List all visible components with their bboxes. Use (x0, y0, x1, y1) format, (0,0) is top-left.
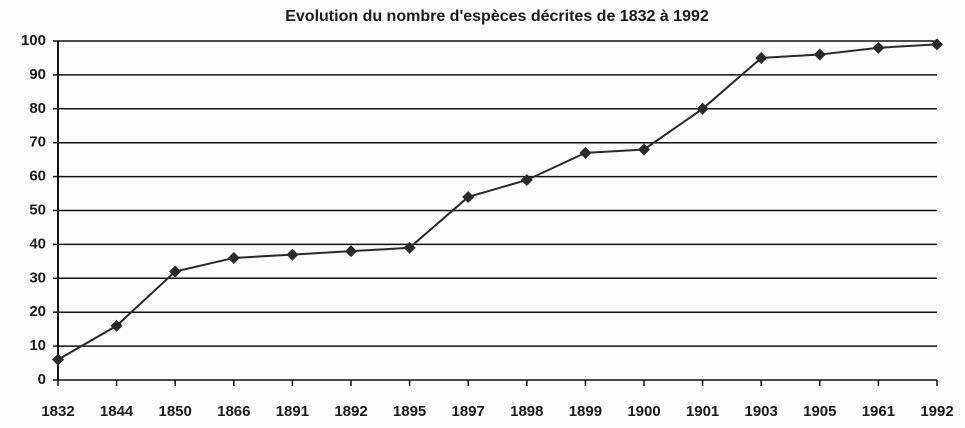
y-tick-label: 30 (29, 269, 46, 286)
marker (579, 146, 592, 159)
x-tick-label: 1899 (569, 403, 602, 420)
y-tick-label: 100 (21, 32, 46, 49)
marker (345, 245, 357, 258)
marker (286, 248, 299, 261)
marker (52, 353, 64, 366)
x-tick-label: 1892 (334, 403, 367, 420)
y-tick-label: 50 (29, 201, 46, 218)
chart-title: Evolution du nombre d'espèces décrites d… (285, 8, 709, 25)
x-tick-label: 1905 (803, 403, 836, 420)
y-tick-label: 90 (29, 66, 46, 83)
y-tick-label: 0 (38, 371, 46, 388)
x-tick-label: 1897 (452, 403, 485, 420)
x-tick-label: 1898 (510, 403, 543, 420)
x-tick-label: 1866 (217, 403, 250, 420)
x-tick-label: 1900 (627, 403, 660, 420)
x-tick-label: 1850 (159, 403, 192, 420)
y-tick-label: 40 (29, 235, 46, 252)
marker (227, 251, 240, 264)
marker (931, 38, 943, 51)
line (57, 43, 938, 361)
marker (110, 319, 123, 332)
x-tick-label: 1844 (100, 403, 134, 420)
marker (872, 41, 885, 54)
x-tick-label: 1895 (393, 403, 426, 420)
x-tick-label: 1903 (745, 403, 778, 420)
x-tick-label: 1901 (686, 403, 719, 420)
marker (755, 51, 768, 64)
marker (169, 265, 182, 278)
y-tick-label: 70 (29, 134, 46, 151)
x-tick-label: 1992 (920, 403, 953, 420)
y-tick-label: 80 (29, 100, 46, 117)
x-tick-label: 1832 (41, 403, 74, 420)
y-tick-label: 20 (29, 303, 46, 320)
marker (638, 143, 650, 156)
x-tick-label: 1891 (276, 403, 309, 420)
marker (696, 102, 709, 115)
x-tick-label: 1961 (862, 403, 895, 420)
marker (403, 241, 416, 254)
y-tick-label: 60 (29, 168, 46, 185)
y-tick-label: 10 (29, 337, 46, 354)
marker (462, 190, 475, 203)
marker (520, 173, 533, 186)
marker (813, 48, 826, 61)
